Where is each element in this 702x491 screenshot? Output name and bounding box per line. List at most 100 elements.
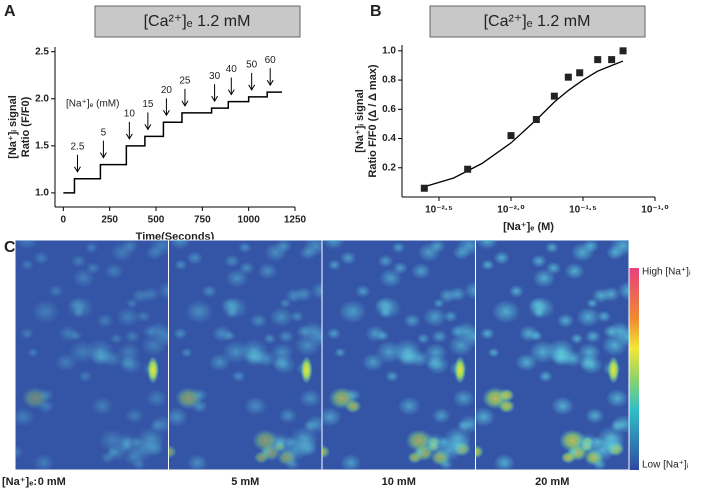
- y-tick-label: 2.0: [35, 93, 49, 104]
- colorbar-low: Low [Na⁺]ᵢ: [642, 460, 689, 471]
- arrow-head: [74, 166, 81, 173]
- panel-letter: B: [370, 3, 382, 20]
- cell: [322, 240, 345, 250]
- cell: [151, 414, 169, 434]
- cell: [538, 370, 553, 383]
- cell: [294, 286, 314, 302]
- cells: [475, 240, 629, 470]
- cell: [223, 254, 240, 268]
- cell: [498, 399, 516, 414]
- cell-hot: [300, 356, 313, 384]
- cell: [322, 407, 342, 427]
- cell: [15, 240, 38, 250]
- cell: [463, 281, 476, 301]
- y-axis-label: [Na⁺]ᵢ signal: [354, 89, 366, 153]
- condition: 20 mM: [535, 476, 569, 488]
- cell: [31, 299, 60, 324]
- cell: [20, 259, 35, 271]
- annotation: 40: [226, 64, 238, 75]
- cell: [423, 342, 448, 363]
- cell: [70, 254, 87, 268]
- cell: [100, 451, 116, 464]
- cell: [125, 298, 138, 309]
- cell: [582, 240, 600, 254]
- cell: [334, 347, 347, 358]
- cell: [238, 241, 252, 254]
- arrow-head: [99, 152, 107, 159]
- annotation: 2.5: [71, 141, 85, 152]
- cell: [498, 388, 515, 402]
- cell: [339, 251, 357, 265]
- cell: [551, 396, 575, 416]
- cell: [90, 396, 114, 416]
- title-box: [94, 5, 301, 38]
- cell: [508, 284, 525, 298]
- cell: [184, 299, 214, 324]
- cell: [458, 414, 476, 434]
- x-tick-label: 1250: [284, 215, 307, 226]
- cell: [231, 370, 246, 383]
- cell: [142, 324, 159, 339]
- x-tick-label: 10⁻²·⁰: [497, 205, 524, 216]
- cell: [616, 327, 629, 347]
- cell: [211, 325, 233, 343]
- cell: [116, 342, 141, 363]
- cell: [295, 324, 312, 339]
- cell: [617, 281, 629, 301]
- cell: [379, 307, 392, 318]
- cell: [448, 286, 467, 302]
- cell: [149, 240, 169, 257]
- point: [594, 56, 602, 64]
- cell: [310, 281, 322, 301]
- arrow-head: [144, 124, 152, 131]
- cell: [201, 284, 218, 298]
- cell: [564, 262, 585, 280]
- y-tick-label: 0.4: [382, 133, 396, 144]
- x-tick-label: 750: [194, 215, 211, 226]
- cell: [124, 329, 141, 344]
- cell: [592, 458, 607, 470]
- cell: [416, 333, 430, 345]
- cell: [238, 261, 255, 275]
- image-panel: [321, 239, 476, 471]
- cell: [560, 451, 576, 464]
- cell: [338, 299, 367, 324]
- y-axis-label: Ratio (F/F0): [20, 96, 32, 157]
- cell: [392, 261, 408, 275]
- colorbar-high: High [Na⁺]ᵢ: [642, 267, 691, 278]
- cells: [15, 240, 169, 470]
- cell: [249, 313, 268, 328]
- cell: [191, 399, 209, 414]
- cell: [48, 284, 64, 298]
- cell: [420, 432, 447, 455]
- cell: [115, 306, 140, 328]
- cell: [456, 240, 476, 257]
- cell: [85, 261, 101, 275]
- cell: [257, 262, 278, 280]
- cell: [136, 310, 151, 323]
- cell: [584, 329, 601, 344]
- cell-hot: [607, 356, 620, 384]
- cell: [103, 262, 125, 280]
- cell: [156, 281, 169, 301]
- cell: [96, 313, 114, 328]
- x-tick-label: 1000: [238, 215, 261, 226]
- cell: [340, 453, 362, 470]
- point: [507, 132, 515, 140]
- point: [608, 56, 616, 64]
- cell: [277, 329, 294, 344]
- cell: [303, 240, 322, 257]
- cell: [145, 388, 169, 408]
- cell: [610, 240, 629, 257]
- annotation: 60: [265, 55, 277, 66]
- annotation: 25: [179, 76, 191, 87]
- cell: [475, 407, 496, 427]
- cell: [449, 324, 466, 339]
- x-axis-label: [Na⁺]ₑ (M): [503, 221, 554, 233]
- cell: [109, 333, 123, 345]
- cell: [410, 262, 432, 280]
- cell: [556, 313, 575, 328]
- fit-curve: [424, 60, 624, 188]
- cell: [491, 299, 521, 324]
- cell: [186, 251, 203, 265]
